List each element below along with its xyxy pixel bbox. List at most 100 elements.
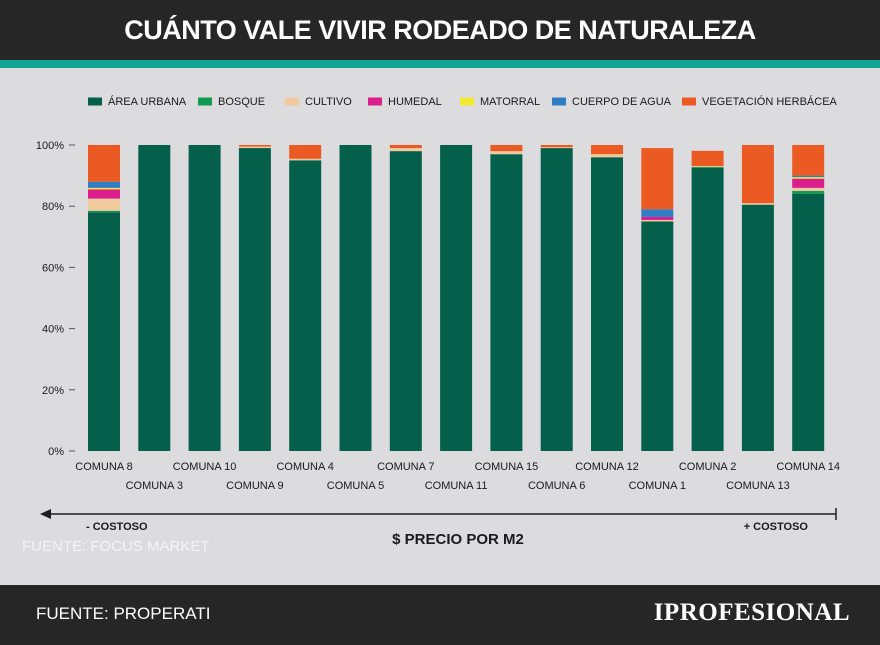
y-tick-label: 80%: [42, 201, 64, 213]
y-tick-label: 60%: [42, 262, 64, 274]
bar-segment-vegetacion-herbacea: [591, 145, 623, 155]
legend-swatch-area-urbana: [88, 97, 102, 106]
bar-segment-bosque: [691, 167, 724, 168]
bar-segment-humedal: [792, 178, 825, 188]
arrow-head-left-icon: [40, 509, 51, 519]
bar-segment-matorral: [88, 187, 120, 190]
legend-swatch-cultivo: [285, 97, 299, 106]
bar-segment-vegetacion-herbacea: [289, 145, 322, 159]
bar-segment-vegetacion-herbacea: [641, 148, 674, 210]
bar-segment-area-urbana: [88, 212, 120, 451]
bar-segment-area-urbana: [289, 160, 322, 452]
bar-segment-cultivo: [741, 203, 774, 205]
x-category-label: COMUNA 1: [629, 480, 686, 492]
x-category-label: COMUNA 6: [528, 480, 585, 492]
bar-segment-vegetacion-herbacea: [238, 145, 271, 147]
x-category-label: COMUNA 14: [776, 461, 840, 473]
bar-segment-vegetacion-herbacea: [389, 145, 422, 149]
x-category-label: COMUNA 5: [327, 480, 384, 492]
source-credit: FUENTE: PROPERATI: [36, 604, 211, 623]
bar-segment-area-urbana: [490, 154, 523, 451]
bar-segment-cuerpo-de-agua: [641, 209, 674, 217]
bar-segment-area-urbana: [691, 167, 724, 451]
bar-segment-bosque: [792, 190, 825, 194]
bar-segment-area-urbana: [741, 204, 774, 451]
bar-segment-cultivo: [591, 154, 623, 158]
x-category-label: COMUNA 8: [75, 461, 132, 473]
header-bar: CUÁNTO VALE VIVIR RODEADO DE NATURALEZA: [0, 0, 880, 60]
y-tick-label: 100%: [36, 140, 64, 152]
legend-label-cuerpo-de-agua: CUERPO DE AGUA: [572, 96, 672, 108]
bar-segment-cultivo: [641, 219, 674, 222]
legend-swatch-bosque: [198, 97, 212, 106]
bar-segment-area-urbana: [138, 145, 171, 451]
bar-segment-vegetacion-herbacea: [691, 150, 724, 167]
bar-segment-cultivo: [88, 198, 120, 211]
legend-swatch-cuerpo-de-agua: [552, 97, 566, 106]
bar-segment-cultivo: [389, 148, 422, 152]
x-category-label: COMUNA 11: [425, 480, 488, 492]
stacked-bar-chart: ÁREA URBANA BOSQUE CULTIVO HUMEDAL MATORRAL C…: [22, 95, 840, 555]
bar-segment-bosque: [88, 210, 120, 213]
legend-swatch-humedal: [368, 97, 382, 106]
legend-label-area-urbana: ÁREA URBANA: [108, 95, 187, 108]
legend-label-bosque: BOSQUE: [218, 96, 265, 108]
x-category-label: COMUNA 15: [475, 461, 539, 473]
y-tick-label: 20%: [42, 385, 64, 397]
x-axis-title: $ PRECIO POR M2: [392, 531, 524, 548]
bar-segment-cultivo: [792, 187, 825, 191]
legend-swatch-vegetacion-herbacea: [682, 97, 696, 106]
legend-swatch-matorral: [460, 97, 474, 106]
bar-segment-cuerpo-de-agua: [88, 181, 120, 188]
bar-segment-vegetacion-herbacea: [792, 145, 825, 176]
bar-segment-vegetacion-herbacea: [741, 145, 774, 204]
bar-segment-humedal: [88, 189, 120, 199]
x-category-label: COMUNA 7: [377, 461, 434, 473]
legend-label-humedal: HUMEDAL: [388, 96, 442, 108]
bar-segment-humedal: [641, 216, 674, 220]
legend-label-matorral: MATORRAL: [480, 96, 540, 108]
y-axis: 0% 20% 40% 60% 80% 100%: [36, 140, 75, 458]
x-category-label: COMUNA 13: [726, 480, 790, 492]
bar-segment-area-urbana: [792, 193, 825, 451]
bar-segment-cultivo: [238, 146, 271, 149]
legend-label-vegetacion-herbacea: VEGETACIÓN HERBÁCEA: [702, 95, 838, 108]
brand-logo: IPROFESIONAL: [653, 599, 850, 626]
legend-label-cultivo: CULTIVO: [305, 96, 352, 108]
x-category-label: COMUNA 4: [276, 461, 333, 473]
bar-segment-vegetacion-herbacea: [88, 145, 120, 182]
bar-segment-area-urbana: [238, 148, 271, 451]
x-category-label: COMUNA 3: [126, 480, 183, 492]
bar-segment-vegetacion-herbacea: [540, 145, 573, 148]
bar-segment-vegetacion-herbacea: [490, 145, 523, 152]
bar-segment-cultivo: [490, 151, 523, 155]
bar-segment-cultivo: [289, 158, 322, 161]
bar-segment-area-urbana: [591, 157, 623, 451]
bar-segment-area-urbana: [389, 151, 422, 451]
accent-stripe: [0, 60, 880, 68]
bar-segment-area-urbana: [540, 148, 573, 451]
less-costly-label: - COSTOSO: [86, 521, 148, 533]
x-axis-labels: COMUNA 8 COMUNA 3 COMUNA 10 COMUNA 9 COMUNA …: [75, 461, 840, 492]
bar-segment-area-urbana: [339, 145, 372, 451]
x-category-label: COMUNA 10: [173, 461, 237, 473]
x-category-label: COMUNA 2: [679, 461, 736, 473]
bar-segment-area-urbana: [440, 145, 473, 451]
bar-segment-matorral: [792, 177, 825, 179]
bar-segment-area-urbana: [188, 145, 221, 451]
bars: [88, 145, 825, 452]
page-title: CUÁNTO VALE VIVIR RODEADO DE NATURALEZA: [124, 14, 756, 45]
bar-segment-cultivo: [691, 166, 724, 168]
x-category-label: COMUNA 12: [575, 461, 639, 473]
x-category-label: COMUNA 9: [226, 480, 283, 492]
chart-area: ÁREA URBANA BOSQUE CULTIVO HUMEDAL MATORRAL C…: [0, 68, 880, 583]
bar-segment-area-urbana: [641, 221, 674, 451]
y-tick-label: 0%: [48, 446, 64, 458]
price-arrow: - COSTOSO + COSTOSO $ PRECIO POR M2 FUEN…: [22, 508, 837, 555]
footer-bar: FUENTE: PROPERATI IPROFESIONAL: [0, 585, 880, 645]
bar-segment-cuerpo-de-agua: [792, 175, 825, 178]
legend: ÁREA URBANA BOSQUE CULTIVO HUMEDAL MATORRAL C…: [88, 95, 838, 108]
watermark-source: FUENTE: FOCUS MARKET: [22, 538, 210, 555]
y-tick-label: 40%: [42, 324, 64, 336]
more-costly-label: + COSTOSO: [744, 521, 809, 533]
